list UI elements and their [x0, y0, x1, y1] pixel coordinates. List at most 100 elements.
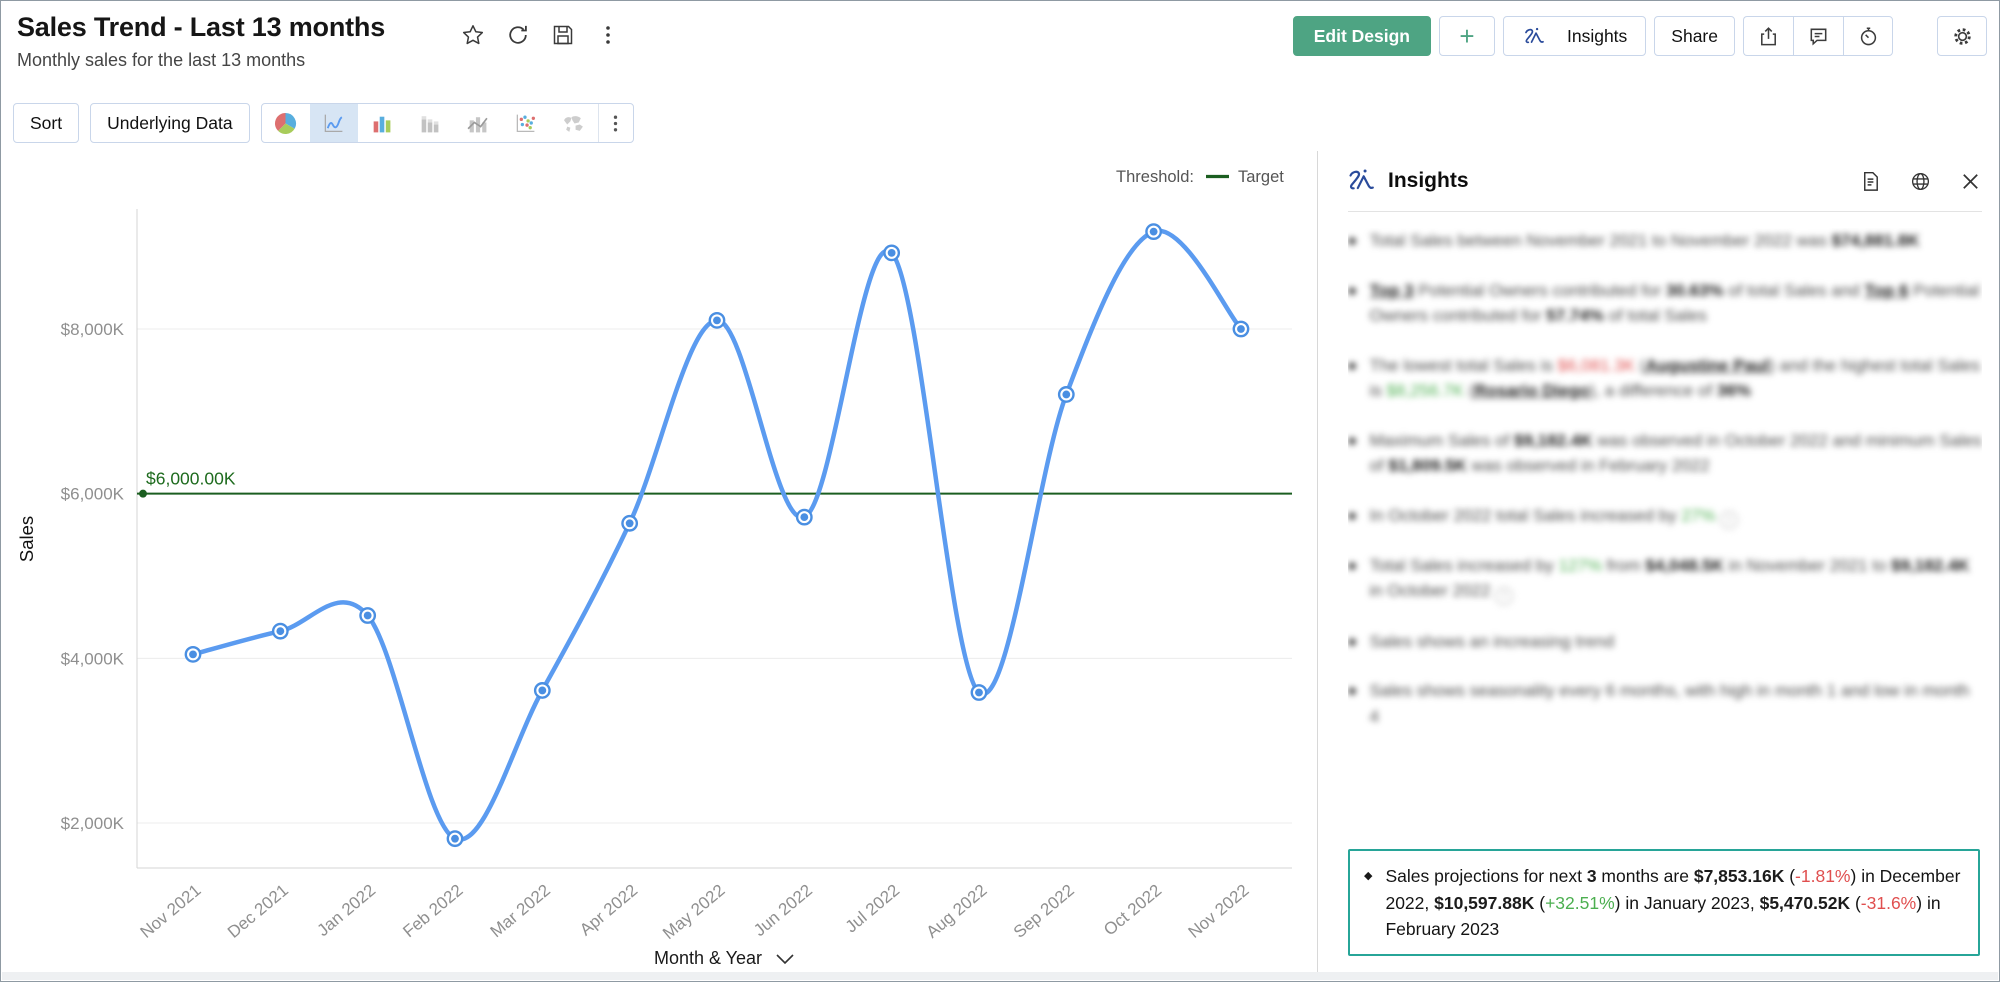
pie-chart-type-icon[interactable]	[262, 104, 310, 142]
svg-text:Nov 2022: Nov 2022	[1185, 881, 1253, 942]
title-action-icons	[461, 23, 620, 47]
insight-item: ◆ Top 3 Potential Owners contributed for …	[1348, 278, 1982, 329]
chart-type-switcher	[260, 103, 634, 143]
sort-button[interactable]: Sort	[13, 103, 80, 143]
toolbar-separator	[597, 104, 599, 142]
insight-text: Sales shows seasonality every 6 months, …	[1369, 681, 1970, 726]
header-actions: Edit Design + Insights Share	[1292, 16, 1987, 56]
edit-design-button[interactable]: Edit Design	[1292, 16, 1431, 56]
svg-text:Jun 2022: Jun 2022	[750, 881, 816, 941]
insight-text: In October 2022 total Sales increased by…	[1369, 503, 1982, 529]
more-options-kebab-icon[interactable]	[596, 23, 620, 47]
sales-trend-line-chart[interactable]: $2,000K $4,000K $6,000K $8,000K $6,000.00K Th…	[2, 151, 1317, 974]
x-axis-dropdown-chevron-icon	[776, 954, 794, 965]
diamond-bullet: ◆	[1348, 359, 1357, 372]
insight-text: Top 3 Potential Owners contributed for 3…	[1369, 280, 1980, 326]
export-icon	[1761, 26, 1776, 45]
insight-text: The lowest total Sales is $6,081.3K (Aug…	[1369, 355, 1980, 401]
svg-text:Sales: Sales	[16, 516, 37, 562]
insight-item: ◆ The lowest total Sales is $6,081.3K (Au…	[1348, 353, 1982, 404]
comments-button[interactable]	[1793, 16, 1843, 56]
favorite-star-icon[interactable]	[461, 23, 485, 47]
diamond-bullet: ◆	[1348, 559, 1357, 572]
insight-item: ◆ Total Sales increased by 127% from $4,0…	[1348, 553, 1982, 605]
header-icon-group	[1743, 16, 1893, 56]
insight-text: Total Sales between November 2021 to Nov…	[1369, 231, 1920, 250]
comment-icon	[1810, 28, 1827, 46]
svg-text:Threshold:: Threshold:	[1116, 168, 1194, 186]
combo-chart-type-icon[interactable]	[454, 104, 502, 142]
bar-chart-type-icon[interactable]	[358, 104, 406, 142]
insights-divider	[1348, 211, 1982, 212]
svg-text:Target: Target	[1238, 168, 1284, 186]
diamond-bullet: ◆	[1348, 284, 1357, 297]
scatter-chart-type-icon[interactable]	[502, 104, 550, 142]
chart-toolbar: Sort Underlying Data	[13, 103, 634, 143]
zia-insights-button[interactable]: Insights	[1502, 16, 1647, 56]
diamond-bullet: ◆	[1348, 509, 1357, 522]
underlying-data-button[interactable]: Underlying Data	[90, 103, 250, 143]
insight-text: Total Sales increased by 127% from $4,04…	[1369, 553, 1982, 605]
language-globe-icon[interactable]	[1909, 170, 1932, 193]
export-button[interactable]	[1743, 16, 1793, 56]
diamond-bullet: ◆	[1348, 635, 1357, 648]
svg-text:Month & Year: Month & Year	[654, 948, 762, 968]
insight-item: ◆ Sales shows an increasing trend	[1348, 629, 1982, 655]
diamond-bullet: ◆	[1348, 685, 1357, 697]
page-subtitle: Monthly sales for the last 13 months	[17, 50, 306, 71]
svg-text:Jul 2022: Jul 2022	[842, 881, 903, 937]
svg-text:Apr 2022: Apr 2022	[576, 881, 641, 940]
report-header: Sales Trend - Last 13 months Monthly sal…	[17, 11, 385, 71]
svg-text:$6,000.00K: $6,000.00K	[146, 469, 236, 489]
svg-text:Nov 2021: Nov 2021	[137, 881, 205, 942]
insight-item: ◆ Sales shows seasonality every 6 months,…	[1348, 678, 1982, 729]
page-title: Sales Trend - Last 13 months	[17, 12, 386, 42]
add-new-button[interactable]: +	[1438, 16, 1495, 56]
insights-button-label: Insights	[1566, 25, 1628, 46]
alerts-button[interactable]	[1843, 16, 1893, 56]
svg-text:Dec 2021: Dec 2021	[224, 881, 292, 942]
insight-text: Sales shows an increasing trend	[1369, 631, 1615, 651]
map-chart-type-icon[interactable]	[550, 104, 598, 142]
svg-text:$8,000K: $8,000K	[61, 320, 125, 339]
panel-divider	[1317, 151, 1318, 972]
share-button[interactable]: Share	[1654, 16, 1735, 56]
projection-text: Sales projections for next 3 months are …	[1385, 866, 1961, 939]
main-content: $2,000K $4,000K $6,000K $8,000K $6,000.00K Th…	[2, 151, 1998, 972]
insights-header: Insights	[1348, 163, 1982, 199]
bottom-scrollbar-track[interactable]	[2, 972, 1998, 980]
svg-text:May 2022: May 2022	[659, 881, 728, 944]
refresh-icon[interactable]	[506, 23, 530, 47]
insight-item: ◆ Total Sales between November 2021 to No…	[1348, 228, 1982, 254]
svg-text:$4,000K: $4,000K	[61, 649, 125, 668]
diamond-bullet: ◆	[1348, 434, 1357, 447]
zia-logo-icon	[1522, 25, 1549, 48]
gear-icon	[1953, 27, 1971, 45]
svg-text:Aug 2022: Aug 2022	[923, 881, 991, 942]
insight-text: Maximum Sales of $9,182.4K was observed …	[1369, 430, 1982, 476]
insights-list: ◆ Total Sales between November 2021 to No…	[1348, 228, 1982, 849]
svg-text:Oct 2022: Oct 2022	[1100, 881, 1165, 940]
alarm-clock-icon	[1860, 26, 1876, 45]
save-icon[interactable]	[551, 23, 575, 47]
svg-text:Jan 2022: Jan 2022	[313, 881, 379, 941]
stacked-bar-chart-type-icon[interactable]	[406, 104, 454, 142]
diamond-bullet: ◆	[1364, 870, 1373, 883]
svg-text:$6,000K: $6,000K	[61, 485, 125, 504]
svg-text:Feb 2022: Feb 2022	[399, 881, 466, 942]
line-chart-type-icon[interactable]	[309, 104, 358, 142]
info-icon[interactable]: i	[1495, 586, 1514, 605]
chart-panel: $2,000K $4,000K $6,000K $8,000K $6,000.00K Th…	[2, 151, 1317, 972]
zia-logo-icon	[1348, 168, 1378, 194]
insight-projection-highlight: ◆ Sales projections for next 3 months are…	[1348, 849, 1980, 956]
settings-button[interactable]	[1937, 16, 1987, 56]
more-chart-types-kebab-icon[interactable]	[599, 104, 633, 142]
close-icon[interactable]	[1959, 170, 1982, 193]
svg-text:$2,000K: $2,000K	[61, 814, 125, 833]
info-icon[interactable]: i	[1720, 510, 1739, 529]
svg-text:Mar 2022: Mar 2022	[487, 881, 554, 942]
insight-item: ◆ In October 2022 total Sales increased b…	[1348, 503, 1982, 529]
report-document-icon[interactable]	[1859, 170, 1882, 193]
insight-item: ◆ Maximum Sales of $9,182.4K was observed…	[1348, 428, 1982, 479]
